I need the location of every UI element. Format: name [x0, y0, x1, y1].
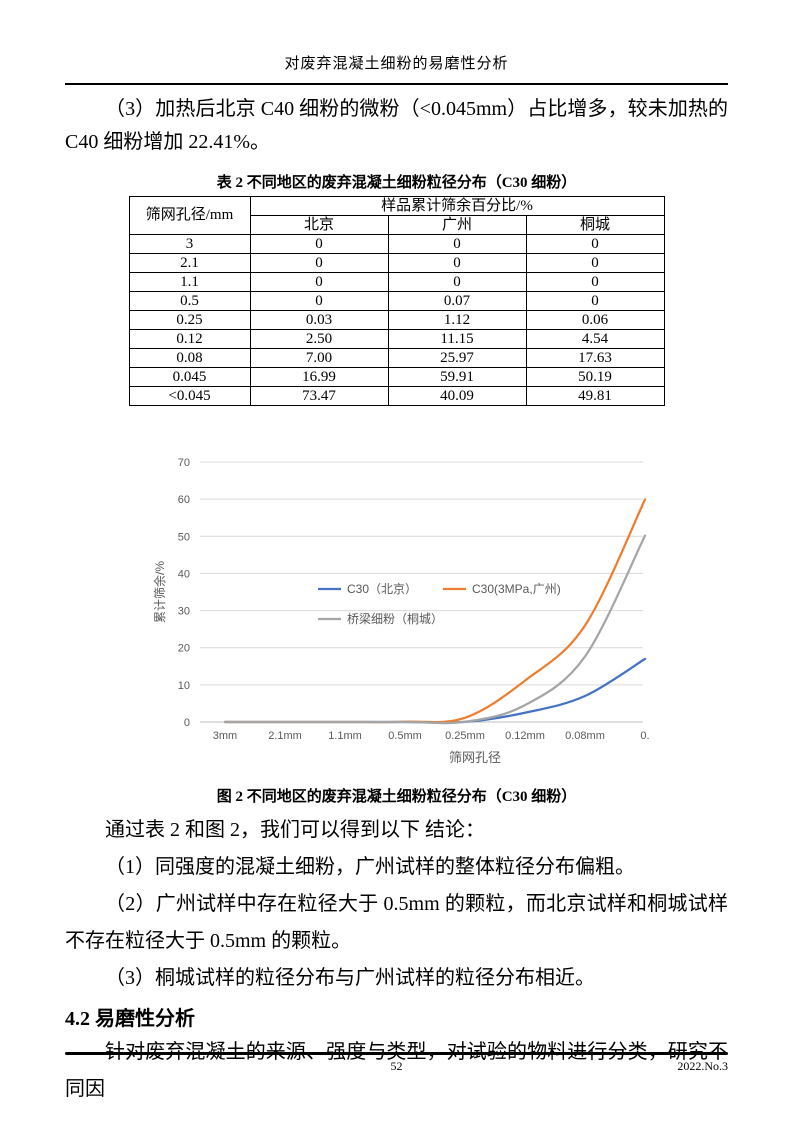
sieve-size-cell: 0.08 [128, 348, 251, 368]
chart-canvas: 0 10 20 30 40 50 60 70 累计筛余/% 筛网孔径 3mm 2.1mm 1.1mm 0.… [152, 457, 650, 765]
table-2-title: 表 2 不同地区的废弃混凝土细粉粒径分布（C30 细粉） [216, 175, 577, 191]
value-cell: 25.97 [387, 348, 527, 368]
section-4-2-heading: 4.2 易磨性分析 [65, 1008, 195, 1030]
x-axis-tick-label: 0.08mm [565, 730, 605, 742]
page-number: 52 [390, 1059, 403, 1073]
value-cell: 0.03 [249, 310, 389, 330]
series-line-- [223, 534, 647, 725]
value-cell: 59.91 [387, 367, 527, 387]
value-cell: 0.06 [525, 310, 665, 330]
beijing-column-header: 北京 [249, 215, 389, 235]
table-row: 1.1 0 0 0 [128, 272, 665, 292]
guangzhou-column-header: 广州 [387, 215, 527, 235]
y-axis-tick-label: 0 [184, 717, 190, 729]
legend-label: C30(3MPa,广州) [472, 582, 561, 596]
value-cell: 11.15 [387, 329, 527, 349]
table-row: 2.1 0 0 0 [128, 253, 665, 273]
sieve-size-cell: 1.1 [128, 272, 251, 292]
value-cell: 0 [525, 234, 665, 254]
value-cell: 73.47 [249, 386, 389, 406]
table-row: 0.045 16.99 59.91 50.19 [128, 367, 665, 387]
value-cell: 0 [387, 253, 527, 273]
particle-size-table: 筛网孔径/mm 样品累计筛余百分比/% 北京 广州 桐城 3 0 0 0 2.1 0 0 0 1… [128, 196, 665, 406]
page-footer: 52 2022.No.3 [65, 1059, 729, 1074]
sieve-size-cell: 3 [128, 234, 251, 254]
table-row: 0.12 2.50 11.15 4.54 [128, 329, 665, 349]
sieve-size-cell: 0.045 [128, 367, 251, 387]
sieve-size-cell: 2.1 [128, 253, 251, 273]
running-header-title: 对废弃混凝土细粉的易磨性分析 [284, 56, 509, 72]
x-axis-tick-label: 3mm [213, 730, 237, 742]
sieve-size-cell: 0.12 [128, 329, 251, 349]
value-cell: 0.07 [387, 291, 527, 311]
y-axis-tick-label: 40 [178, 568, 190, 580]
table-row: <0.045 73.47 40.09 49.81 [128, 386, 665, 406]
x-axis-tick-label: 1.1mm [328, 730, 362, 742]
x-axis-tick-label: 0.5mm [388, 730, 422, 742]
legend-label: C30（北京） [347, 582, 417, 596]
group-column-header: 样品累计筛余百分比/% [249, 196, 665, 216]
value-cell: 50.19 [525, 367, 665, 387]
y-axis-tick-label: 30 [178, 606, 190, 618]
tongcheng-column-header: 桐城 [525, 215, 665, 235]
sieve-size-cell: <0.045 [128, 386, 251, 406]
value-cell: 0 [249, 234, 389, 254]
footer-rule [65, 1052, 728, 1055]
value-cell: 4.54 [525, 329, 665, 349]
figure-2-caption: 图 2 不同地区的废弃混凝土细粉粒径分布（C30 细粉） [216, 789, 577, 805]
value-cell: 7.00 [249, 348, 389, 368]
value-cell: 0 [387, 234, 527, 254]
value-cell: 0 [249, 291, 389, 311]
y-axis-tick-label: 20 [178, 643, 190, 655]
paragraph-conclusion-intro: 通过表 2 和图 2，我们可以得到以下 结论： [105, 819, 485, 841]
x-axis-tick-label: 0.25mm [445, 730, 485, 742]
issue-number: 2022.No.3 [677, 1059, 728, 1073]
value-cell: 16.99 [249, 367, 389, 387]
running-header: 对废弃混凝土细粉的易磨性分析 [65, 52, 728, 85]
value-cell: 1.12 [387, 310, 527, 330]
x-axis-tick-label: 0. [640, 730, 649, 742]
series-line-c30- [223, 657, 647, 724]
y-axis-tick-label: 60 [178, 494, 190, 506]
paragraph-c40-result: （3）加热后北京 C40 细粉的微粉（<0.045mm）占比增多，较未加热的 C… [65, 98, 728, 153]
value-cell: 0 [387, 272, 527, 292]
y-axis-tick-label: 10 [178, 680, 190, 692]
table-header-row-1: 筛网孔径/mm 样品累计筛余百分比/% [128, 196, 665, 235]
table-row: 0.25 0.03 1.12 0.06 [128, 310, 665, 330]
x-axis-tick-label: 0.12mm [505, 730, 545, 742]
value-cell: 2.50 [249, 329, 389, 349]
y-axis-tick-label: 50 [178, 531, 190, 543]
sieve-size-column-header: 筛网孔径/mm [128, 196, 251, 235]
paragraph-conclusion-1: （1）同强度的混凝土细粉，广州试样的整体粒径分布偏粗。 [105, 856, 635, 878]
table-row: 0.08 7.00 25.97 17.63 [128, 348, 665, 368]
x-axis-tick-label: 2.1mm [268, 730, 302, 742]
sieve-size-cell: 0.25 [128, 310, 251, 330]
value-cell: 0 [249, 272, 389, 292]
figure-2-line-chart: 0 10 20 30 40 50 60 70 累计筛余/% 筛网孔径 3mm 2.1mm 1.1mm 0.… [150, 446, 662, 776]
paragraph-conclusion-3: （3）桐城试样的粒径分布与广州试样的粒径分布相近。 [105, 967, 595, 989]
x-axis-title: 筛网孔径 [449, 750, 501, 765]
y-axis-title: 累计筛余/% [152, 561, 167, 623]
legend-label: 桥梁细粉（桐城） [347, 611, 443, 626]
table-row: 0.5 0 0.07 0 [128, 291, 665, 311]
sieve-size-cell: 0.5 [128, 291, 251, 311]
value-cell: 0 [525, 272, 665, 292]
paragraph-conclusion-2: （2）广州试样中存在粒径大于 0.5mm 的颗粒，而北京试样和桐城试样不存在粒径… [65, 893, 728, 952]
value-cell: 40.09 [387, 386, 527, 406]
y-axis-tick-label: 70 [178, 457, 190, 469]
value-cell: 0 [249, 253, 389, 273]
value-cell: 49.81 [525, 386, 665, 406]
value-cell: 0 [525, 291, 665, 311]
value-cell: 0 [525, 253, 665, 273]
value-cell: 17.63 [525, 348, 665, 368]
